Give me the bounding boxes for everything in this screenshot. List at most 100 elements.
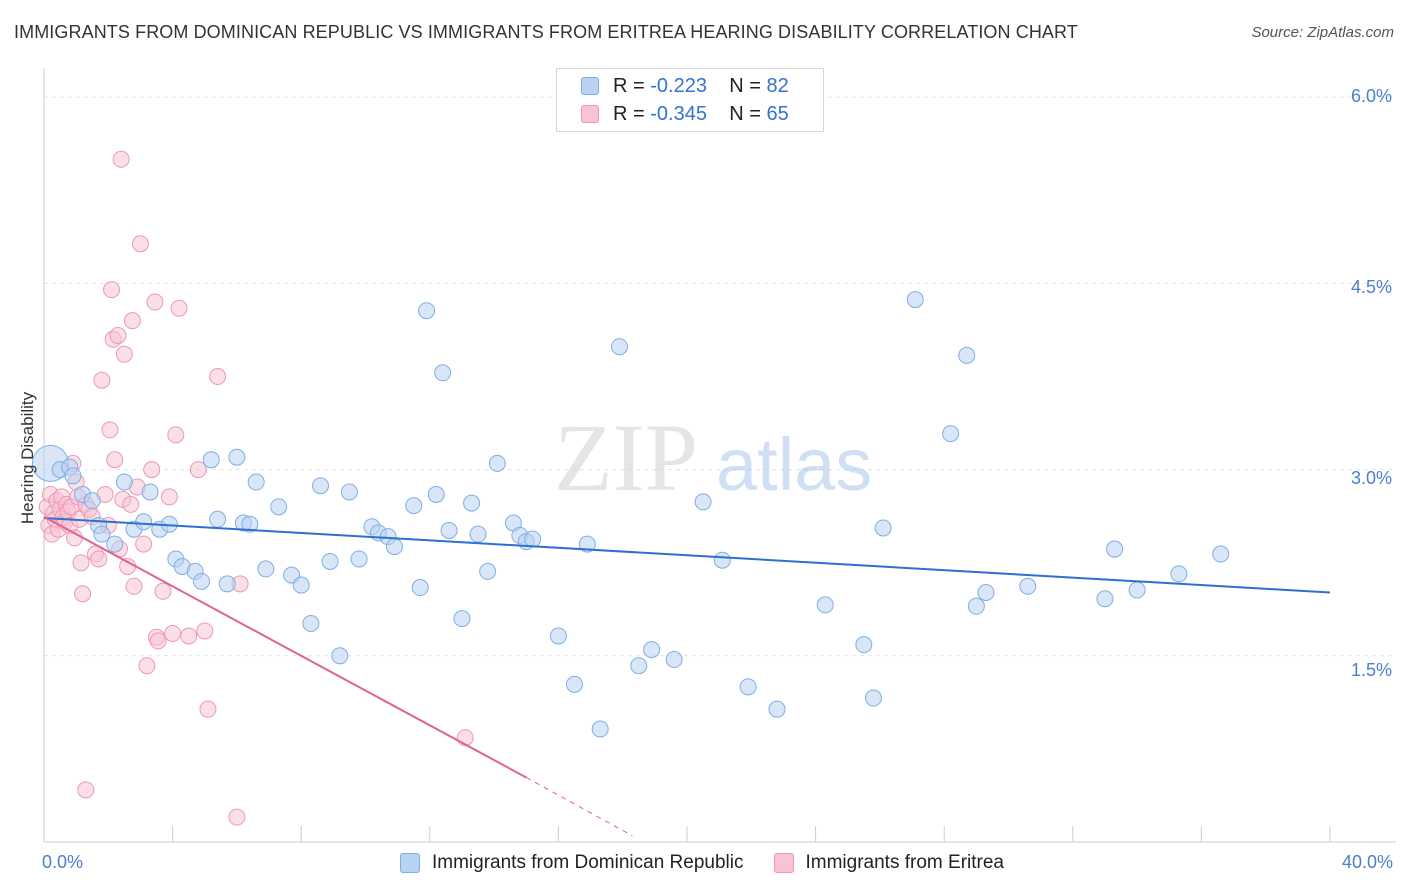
dominican-point	[665, 651, 683, 669]
dominican-point	[411, 579, 429, 597]
eritrea-point	[74, 585, 92, 603]
eritrea-point	[131, 235, 149, 253]
dominican-point	[302, 615, 320, 633]
legend-r-value: -0.345	[650, 102, 707, 125]
dominican-point	[479, 562, 497, 580]
dominican-point	[565, 675, 583, 693]
y-tick-label: 6.0%	[1350, 86, 1392, 106]
dominican-point	[713, 551, 731, 569]
watermark-zip: ZIP	[554, 404, 698, 511]
dominican-point	[591, 720, 609, 738]
legend-row-dominican: R = -0.223 N = 82	[581, 74, 789, 98]
x-tick-label-min: 0.0%	[42, 852, 84, 872]
dominican-point	[488, 454, 506, 472]
dominican-point	[106, 535, 124, 553]
dominican-point	[321, 552, 339, 570]
legend-item-eritrea[interactable]: Immigrants from Eritrea	[773, 852, 1004, 874]
eritrea-trend-extension	[526, 777, 633, 837]
dominican-point	[524, 530, 542, 548]
legend-swatch-blue	[581, 77, 599, 95]
dominican-point	[1170, 565, 1188, 583]
dominican-point	[385, 538, 403, 556]
dominican-point	[630, 657, 648, 675]
dominican-point	[1128, 581, 1146, 599]
eritrea-point	[103, 281, 121, 299]
dominican-point	[83, 492, 101, 510]
legend-n-value: 65	[766, 102, 789, 125]
legend-n-value: 82	[766, 74, 789, 97]
eritrea-point	[109, 327, 127, 345]
dominican-point	[967, 597, 985, 615]
dominican-point	[247, 473, 265, 491]
eritrea-point	[167, 426, 185, 444]
legend-item-dominican[interactable]: Immigrants from Dominican Republic	[400, 852, 744, 874]
eritrea-point	[93, 371, 111, 389]
eritrea-point	[160, 488, 178, 506]
dominican-point	[350, 550, 368, 568]
y-tick-label: 3.0%	[1350, 468, 1392, 488]
dominican-point	[209, 510, 227, 528]
eritrea-point	[90, 550, 108, 568]
dominican-point	[469, 525, 487, 543]
dominican-point	[874, 519, 892, 537]
legend-item-label: Immigrants from Eritrea	[805, 852, 1004, 873]
dominican-point	[1096, 590, 1114, 608]
dominican-point	[228, 448, 246, 466]
dominican-point	[135, 513, 153, 531]
dominican-point	[93, 525, 111, 543]
eritrea-point	[180, 627, 198, 645]
legend-swatch-blue	[400, 853, 420, 873]
eritrea-point	[101, 421, 119, 439]
dominican-point	[241, 515, 259, 533]
chart-source: Source: ZipAtlas.com	[1251, 24, 1394, 41]
legend-n-label: N =	[729, 74, 761, 97]
dominican-point	[958, 346, 976, 364]
dominican-point	[311, 477, 329, 495]
dominican-point	[694, 493, 712, 511]
y-tick-label: 1.5%	[1350, 660, 1392, 680]
legend-r-label: R =	[613, 74, 645, 97]
dominican-point	[292, 576, 310, 594]
y-tick-label: 4.5%	[1350, 277, 1392, 297]
dominican-point	[855, 636, 873, 654]
gridlines	[44, 96, 1396, 657]
series-dominican-points	[31, 291, 1230, 738]
dominican-point	[193, 572, 211, 590]
eritrea-point	[149, 632, 167, 650]
dominican-trend-line	[43, 517, 1331, 594]
eritrea-point	[228, 808, 246, 826]
eritrea-point	[189, 461, 207, 479]
eritrea-point	[146, 293, 164, 311]
eritrea-point	[115, 345, 133, 363]
dominican-point	[977, 584, 995, 602]
dominican-point	[434, 364, 452, 382]
dominican-point	[453, 610, 471, 628]
dominican-point	[1212, 545, 1230, 563]
dominican-point	[549, 627, 567, 645]
dominican-point	[427, 485, 445, 503]
legend-r-value: -0.223	[650, 74, 707, 97]
dominican-point	[202, 451, 220, 469]
eritrea-point	[196, 622, 214, 640]
eritrea-point	[154, 582, 172, 600]
chart-title: IMMIGRANTS FROM DOMINICAN REPUBLIC VS IM…	[14, 22, 1078, 42]
dominican-point	[906, 291, 924, 309]
eritrea-point	[106, 451, 124, 469]
eritrea-point	[209, 368, 227, 386]
stats-legend: R = -0.223 N = 82 R = -0.345 N = 65	[556, 68, 824, 132]
dominican-point	[739, 678, 757, 696]
eritrea-point	[72, 554, 90, 572]
watermark: ZIP atlas	[554, 404, 872, 511]
eritrea-point	[199, 700, 217, 718]
eritrea-point	[122, 495, 140, 513]
dominican-point	[864, 689, 882, 707]
dominican-point	[816, 596, 834, 614]
dominican-point	[270, 498, 288, 516]
eritrea-point	[164, 624, 182, 642]
x-tick-label-max: 40.0%	[1341, 852, 1393, 872]
legend-n-label: N =	[729, 102, 761, 125]
dominican-point	[942, 425, 960, 443]
dominican-point	[115, 473, 133, 491]
dominican-point	[331, 647, 349, 665]
